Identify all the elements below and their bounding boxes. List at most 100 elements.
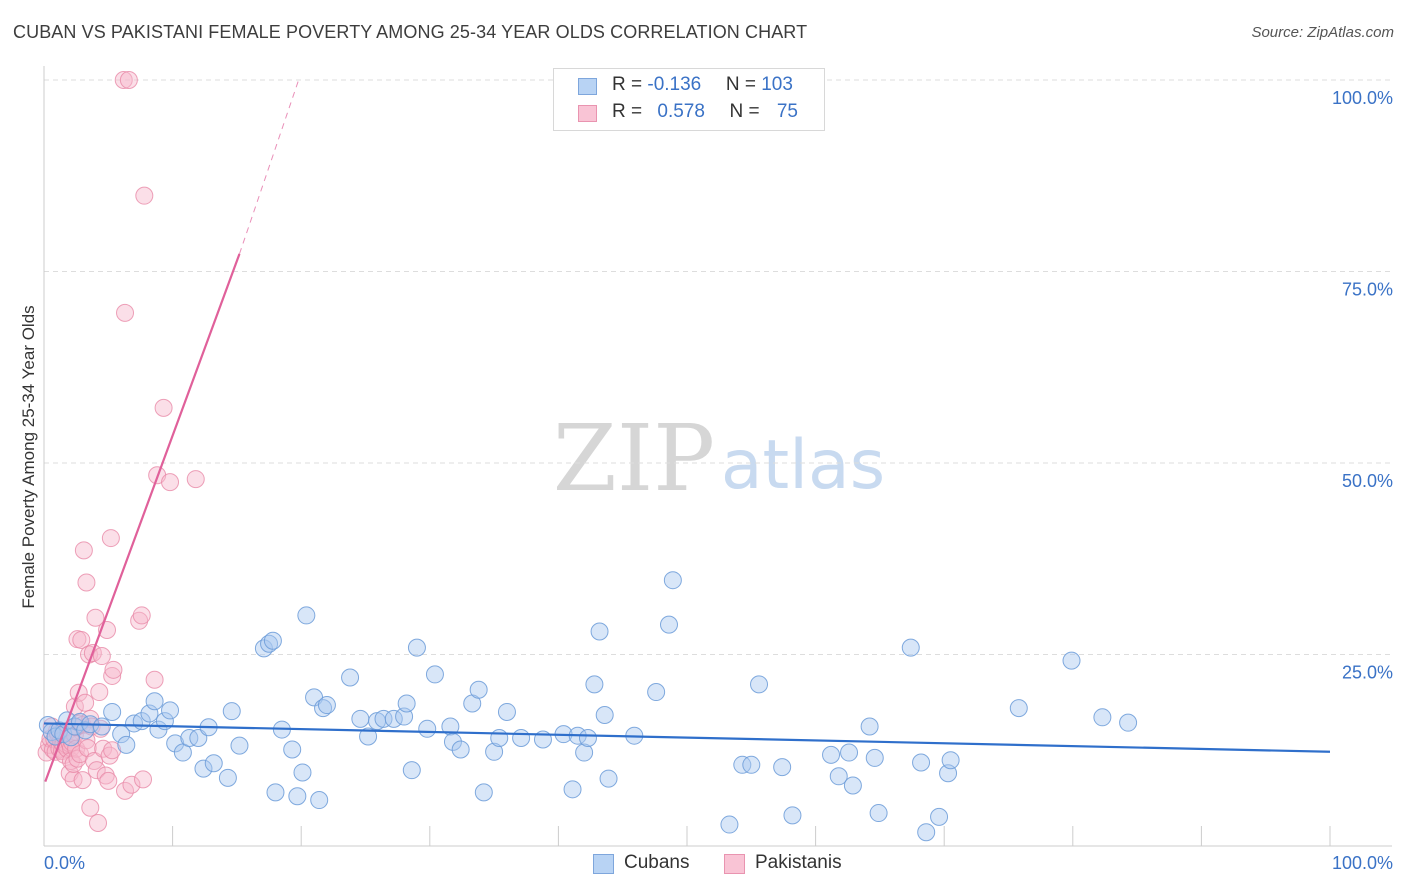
cubans-point-72 bbox=[578, 728, 597, 747]
pakistanis-trend-extension bbox=[238, 79, 300, 255]
cubans-point-52 bbox=[397, 694, 416, 713]
cubans-r-value: -0.136 bbox=[647, 74, 702, 95]
x-tick-label-1: 100.0% bbox=[1332, 853, 1393, 873]
cubans-point-35 bbox=[266, 783, 285, 802]
cubans-swatch bbox=[578, 78, 597, 95]
cubans-point-28 bbox=[204, 754, 223, 773]
cubans-points bbox=[38, 571, 1138, 842]
cubans-point-100 bbox=[1009, 699, 1028, 718]
cubans-point-81 bbox=[720, 815, 739, 834]
y-tick-label-1: 50.0% bbox=[1342, 471, 1393, 491]
pakistanis-point-73 bbox=[114, 71, 133, 89]
cubans-point-14 bbox=[117, 735, 136, 754]
cubans-point-87 bbox=[822, 745, 841, 764]
pakistanis-point-66 bbox=[134, 770, 153, 789]
cubans-point-55 bbox=[418, 719, 437, 738]
pakistanis-point-36 bbox=[74, 541, 93, 560]
watermark-atlas: atlas bbox=[721, 426, 885, 505]
pakistanis-point-75 bbox=[116, 303, 135, 322]
pakistanis-point-64 bbox=[130, 611, 149, 630]
pakistanis-point-47 bbox=[86, 608, 105, 627]
cubans-point-9 bbox=[76, 721, 95, 740]
cubans-point-65 bbox=[497, 702, 516, 721]
cubans-point-78 bbox=[647, 683, 666, 702]
cubans-point-63 bbox=[485, 742, 504, 761]
pakistanis-n-value: 75 bbox=[776, 101, 798, 122]
pakistanis-point-34 bbox=[73, 771, 92, 790]
cubans-legend-label: Cubans bbox=[624, 852, 690, 873]
cubans-point-64 bbox=[490, 728, 509, 747]
pakistanis-point-48 bbox=[87, 761, 106, 780]
pakistanis-point-53 bbox=[94, 739, 113, 758]
pakistanis-n-label: N = bbox=[729, 101, 765, 122]
cubans-point-93 bbox=[869, 804, 888, 823]
cubans-point-42 bbox=[310, 791, 329, 810]
grid-lines bbox=[44, 79, 1392, 655]
cubans-point-94 bbox=[901, 638, 920, 657]
cubans-point-30 bbox=[222, 702, 241, 721]
cubans-point-99 bbox=[941, 751, 960, 770]
pakistanis-r-label: R = bbox=[612, 101, 648, 122]
trend-lines bbox=[43, 79, 1331, 783]
y-tick-label-0: 25.0% bbox=[1342, 663, 1393, 683]
watermark-zip: ZIP bbox=[553, 405, 715, 512]
pakistanis-point-60 bbox=[103, 666, 122, 685]
cubans-trend-line bbox=[43, 722, 1331, 753]
chart-title: CUBAN VS PAKISTANI FEMALE POVERTY AMONG … bbox=[13, 22, 808, 42]
cubans-point-45 bbox=[341, 668, 360, 687]
y-tick-label-3: 100.0% bbox=[1332, 88, 1393, 108]
pakistanis-point-57 bbox=[100, 746, 119, 765]
pakistanis-r-value: 0.578 bbox=[657, 101, 705, 122]
pakistanis-point-49 bbox=[89, 814, 108, 833]
pakistanis-point-56 bbox=[99, 771, 118, 790]
cubans-point-12 bbox=[103, 702, 122, 721]
cubans-point-85 bbox=[773, 758, 792, 777]
pakistanis-point-61 bbox=[104, 660, 123, 679]
cubans-point-82 bbox=[733, 755, 752, 774]
pakistanis-point-43 bbox=[81, 798, 100, 817]
pakistanis-point-37 bbox=[76, 693, 95, 712]
cubans-point-59 bbox=[451, 740, 470, 759]
cubans-point-96 bbox=[917, 823, 936, 842]
cubans-point-102 bbox=[1093, 708, 1112, 727]
cubans-point-86 bbox=[783, 806, 802, 825]
pakistanis-legend-label: Pakistanis bbox=[755, 852, 842, 873]
cubans-point-69 bbox=[563, 780, 582, 799]
cubans-point-71 bbox=[575, 743, 594, 762]
cubans-point-29 bbox=[218, 768, 237, 787]
cubans-point-75 bbox=[595, 706, 614, 725]
cubans-point-22 bbox=[166, 734, 185, 753]
cubans-point-21 bbox=[161, 701, 180, 720]
cubans-point-80 bbox=[663, 571, 682, 590]
cubans-n-label: N = bbox=[725, 74, 762, 95]
cubans-point-31 bbox=[230, 736, 249, 755]
cubans-point-88 bbox=[829, 767, 848, 786]
cubans-point-61 bbox=[469, 680, 488, 699]
cubans-point-95 bbox=[912, 753, 931, 772]
cubans-point-39 bbox=[293, 763, 312, 782]
cubans-point-44 bbox=[317, 696, 336, 715]
cubans-point-74 bbox=[590, 622, 609, 641]
pakistanis-point-74 bbox=[119, 71, 138, 89]
pakistanis-point-65 bbox=[132, 606, 151, 625]
tick-labels: 25.0% 50.0% 75.0% 100.0% 0.0% 100.0% bbox=[44, 88, 1393, 873]
cubans-point-24 bbox=[180, 728, 199, 747]
pakistanis-point-70 bbox=[154, 398, 173, 417]
cubans-point-90 bbox=[843, 776, 862, 795]
pakistanis-point-54 bbox=[96, 766, 115, 785]
pakistanis-point-33 bbox=[72, 630, 91, 649]
correlation-legend: R = -0.136 N = 103 R = 0.578 N = 75 bbox=[553, 68, 825, 131]
pakistanis-point-22 bbox=[64, 770, 83, 789]
cubans-point-26 bbox=[194, 759, 213, 778]
pakistanis-trend-line bbox=[44, 253, 241, 783]
cubans-point-18 bbox=[145, 692, 164, 711]
pakistanis-point-72 bbox=[186, 470, 205, 489]
y-tick-label-2: 75.0% bbox=[1342, 280, 1393, 300]
cubans-point-54 bbox=[407, 638, 426, 657]
pakistanis-point-59 bbox=[103, 741, 122, 760]
cubans-point-57 bbox=[441, 717, 460, 736]
cubans-point-49 bbox=[374, 709, 393, 728]
cubans-point-46 bbox=[351, 709, 370, 728]
pakistanis-point-67 bbox=[135, 186, 154, 205]
cubans-point-11 bbox=[92, 717, 111, 736]
